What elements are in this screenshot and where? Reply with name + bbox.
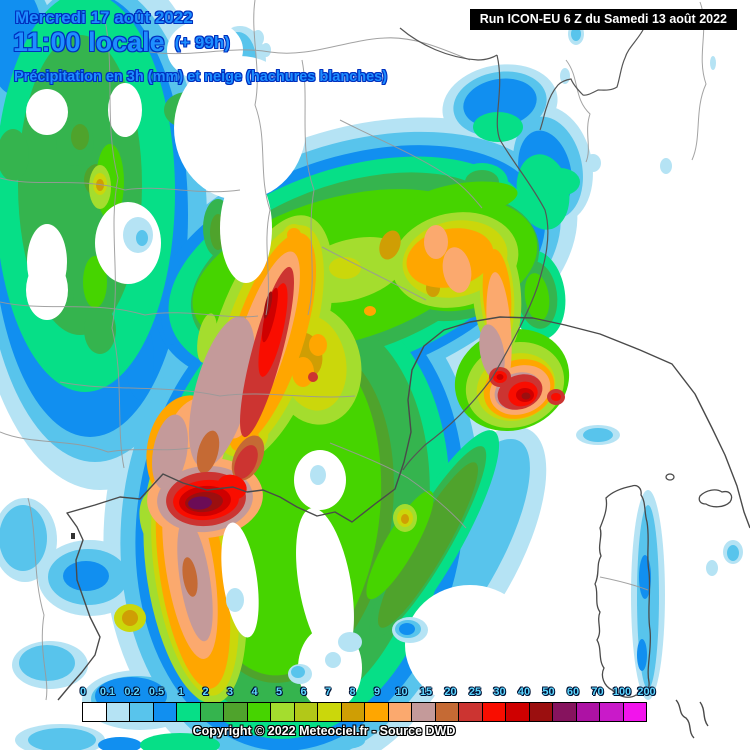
legend-value-label: 70 <box>591 686 604 698</box>
run-info-badge: Run ICON-EU 6 Z du Samedi 13 août 2022 <box>469 9 737 30</box>
capraia-outline <box>665 473 675 481</box>
legend-color-cell <box>105 702 130 722</box>
legend-value-label: 9 <box>373 686 381 698</box>
legend-color-cell <box>505 702 530 722</box>
precipitation-scale <box>82 702 647 722</box>
legend-color-cell <box>528 702 553 722</box>
legend-color-cell <box>411 702 436 722</box>
legend-color-cell <box>364 702 389 722</box>
legend-value-label: 15 <box>419 686 433 698</box>
legend-color-cell <box>176 702 201 722</box>
legend-value-label: 7 <box>324 686 332 698</box>
legend-color-cell <box>129 702 154 722</box>
legend-value-label: 0.2 <box>124 686 140 698</box>
legend-value-label: 25 <box>468 686 482 698</box>
legend-color-cell <box>199 702 224 722</box>
forecast-offset-label: (+ 99h) <box>174 33 230 52</box>
legend-color-cell <box>575 702 600 722</box>
legend-color-cell <box>340 702 365 722</box>
legend-value-label: 0.1 <box>99 686 116 698</box>
legend-color-cell <box>387 702 412 722</box>
legend-color-cell <box>481 702 506 722</box>
legend-value-label: 8 <box>349 686 356 698</box>
subtitle-label: Précipitation en 3h (mm) et neige (hachu… <box>14 69 388 85</box>
legend-color-cell <box>270 702 295 722</box>
precip-layer-60mm <box>188 496 212 510</box>
legend-value-label: 2 <box>202 686 209 698</box>
legend-color-cell <box>223 702 248 722</box>
legend-value-label: 0.5 <box>148 686 165 698</box>
time-row: 11:00 locale (+ 99h) <box>13 27 230 58</box>
copyright-label: Copyright © 2022 Meteociel.fr - Source D… <box>192 724 456 738</box>
legend-color-cell <box>317 702 342 722</box>
legend-color-cell <box>622 702 647 722</box>
legend-value-label: 0 <box>79 686 87 698</box>
legend-color-cell <box>293 702 318 722</box>
legend-value-label: 40 <box>517 686 531 698</box>
legend-value-label: 5 <box>275 686 283 698</box>
coastlines <box>57 316 750 739</box>
legend-value-label: 3 <box>226 686 234 698</box>
sea-drizzle-accents <box>123 217 743 700</box>
legend-color-cell <box>434 702 459 722</box>
legend-color-cell <box>152 702 177 722</box>
corsica-outline <box>594 473 733 698</box>
legend-color-cell <box>458 702 483 722</box>
country-borders <box>399 27 644 471</box>
legend-value-label: 50 <box>542 686 555 698</box>
date-label: Mercredi 17 août 2022 <box>15 8 193 27</box>
legend-color-cell <box>599 702 624 722</box>
time-label: 11:00 locale <box>13 27 165 57</box>
legend-color-cell <box>246 702 271 722</box>
legend-value-labels: 0 0.1 0.2 0.5 1 2 3 4 5 6 7 8 9 10 15 20 25 30 40 50 60 70 100… <box>79 686 673 700</box>
legend-value-label: 60 <box>566 686 580 698</box>
legend-value-label: 200 <box>637 686 656 698</box>
legend-value-label: 6 <box>300 686 307 698</box>
elba-outline <box>698 489 733 508</box>
legend-value-label: 30 <box>493 686 506 698</box>
legend-value-label: 1 <box>177 686 185 698</box>
legend-value-label: 100 <box>612 686 632 698</box>
legend-value-label: 4 <box>251 686 258 698</box>
legend-color-cell <box>82 702 107 722</box>
legend-color-cell <box>552 702 577 722</box>
legend-value-label: 20 <box>444 686 457 698</box>
legend-value-label: 10 <box>395 686 408 698</box>
